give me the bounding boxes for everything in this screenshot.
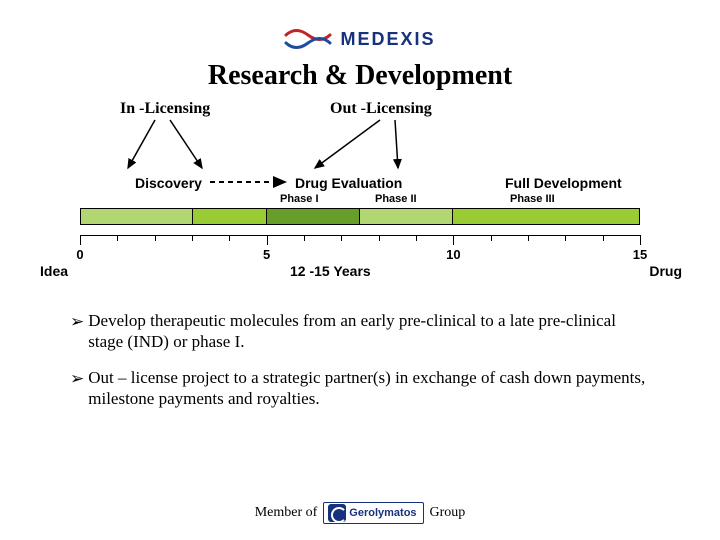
group-text: Group [430, 505, 466, 521]
medexis-logo-icon [284, 28, 332, 50]
bullet-item: ➢Out – license project to a strategic pa… [70, 367, 650, 410]
axis-minor-tick [379, 235, 380, 241]
logo: MEDEXIS [40, 28, 680, 50]
slide: MEDEXIS Research & Development In -Licen… [0, 0, 720, 540]
timeline-segment [193, 209, 267, 224]
timeline-segment [81, 209, 193, 224]
axis-major-tick [640, 235, 641, 245]
bullet-arrow-icon: ➢ [70, 311, 84, 332]
axis-minor-tick [117, 235, 118, 241]
axis-minor-tick [416, 235, 417, 241]
axis-tick-label: 0 [76, 247, 83, 262]
axis-minor-tick [155, 235, 156, 241]
axis-minor-tick [304, 235, 305, 241]
timeline-bar [80, 208, 640, 225]
axis-major-tick [267, 235, 268, 245]
footer: Member of Gerolymatos Group [0, 502, 720, 524]
rd-timeline-diagram: In -Licensing Out -Licensing Discovery D… [80, 100, 640, 290]
bullet-item: ➢Develop therapeutic molecules from an e… [70, 310, 650, 353]
years-label: 12 -15 Years [290, 263, 371, 279]
page-title: Research & Development [40, 60, 680, 92]
stage-drug-evaluation: Drug Evaluation [295, 175, 402, 191]
axis-tick-label: 10 [446, 247, 460, 262]
axis-tick-label: 15 [633, 247, 647, 262]
bullet-text: Develop therapeutic molecules from an ea… [88, 310, 650, 353]
timeline-segment [267, 209, 360, 224]
phase-1-label: Phase I [280, 193, 319, 205]
gerolymatos-name: Gerolymatos [349, 507, 416, 519]
axis-major-tick [453, 235, 454, 245]
gerolymatos-logo: Gerolymatos [323, 502, 423, 524]
axis-minor-tick [491, 235, 492, 241]
bullet-text: Out – license project to a strategic par… [88, 367, 650, 410]
phase-3-label: Phase III [510, 193, 555, 205]
bullet-list: ➢Develop therapeutic molecules from an e… [40, 310, 680, 409]
drug-label: Drug [649, 263, 682, 279]
phase-2-label: Phase II [375, 193, 417, 205]
axis-minor-tick [603, 235, 604, 241]
axis-minor-tick [565, 235, 566, 241]
axis-line [80, 235, 640, 236]
gerolymatos-logo-icon [328, 504, 346, 522]
stage-discovery: Discovery [135, 175, 202, 191]
axis-minor-tick [528, 235, 529, 241]
idea-label: Idea [40, 263, 68, 279]
axis-minor-tick [192, 235, 193, 241]
in-licensing-label: In -Licensing [120, 100, 210, 118]
stage-full-development: Full Development [505, 175, 622, 191]
logo-text: MEDEXIS [340, 29, 435, 50]
axis-minor-tick [229, 235, 230, 241]
axis-major-tick [80, 235, 81, 245]
out-licensing-label: Out -Licensing [330, 100, 432, 118]
timeline-segment [453, 209, 639, 224]
axis-tick-label: 5 [263, 247, 270, 262]
bullet-arrow-icon: ➢ [70, 368, 84, 389]
axis-minor-tick [341, 235, 342, 241]
timeline-segment [360, 209, 453, 224]
member-of-text: Member of [255, 505, 318, 521]
